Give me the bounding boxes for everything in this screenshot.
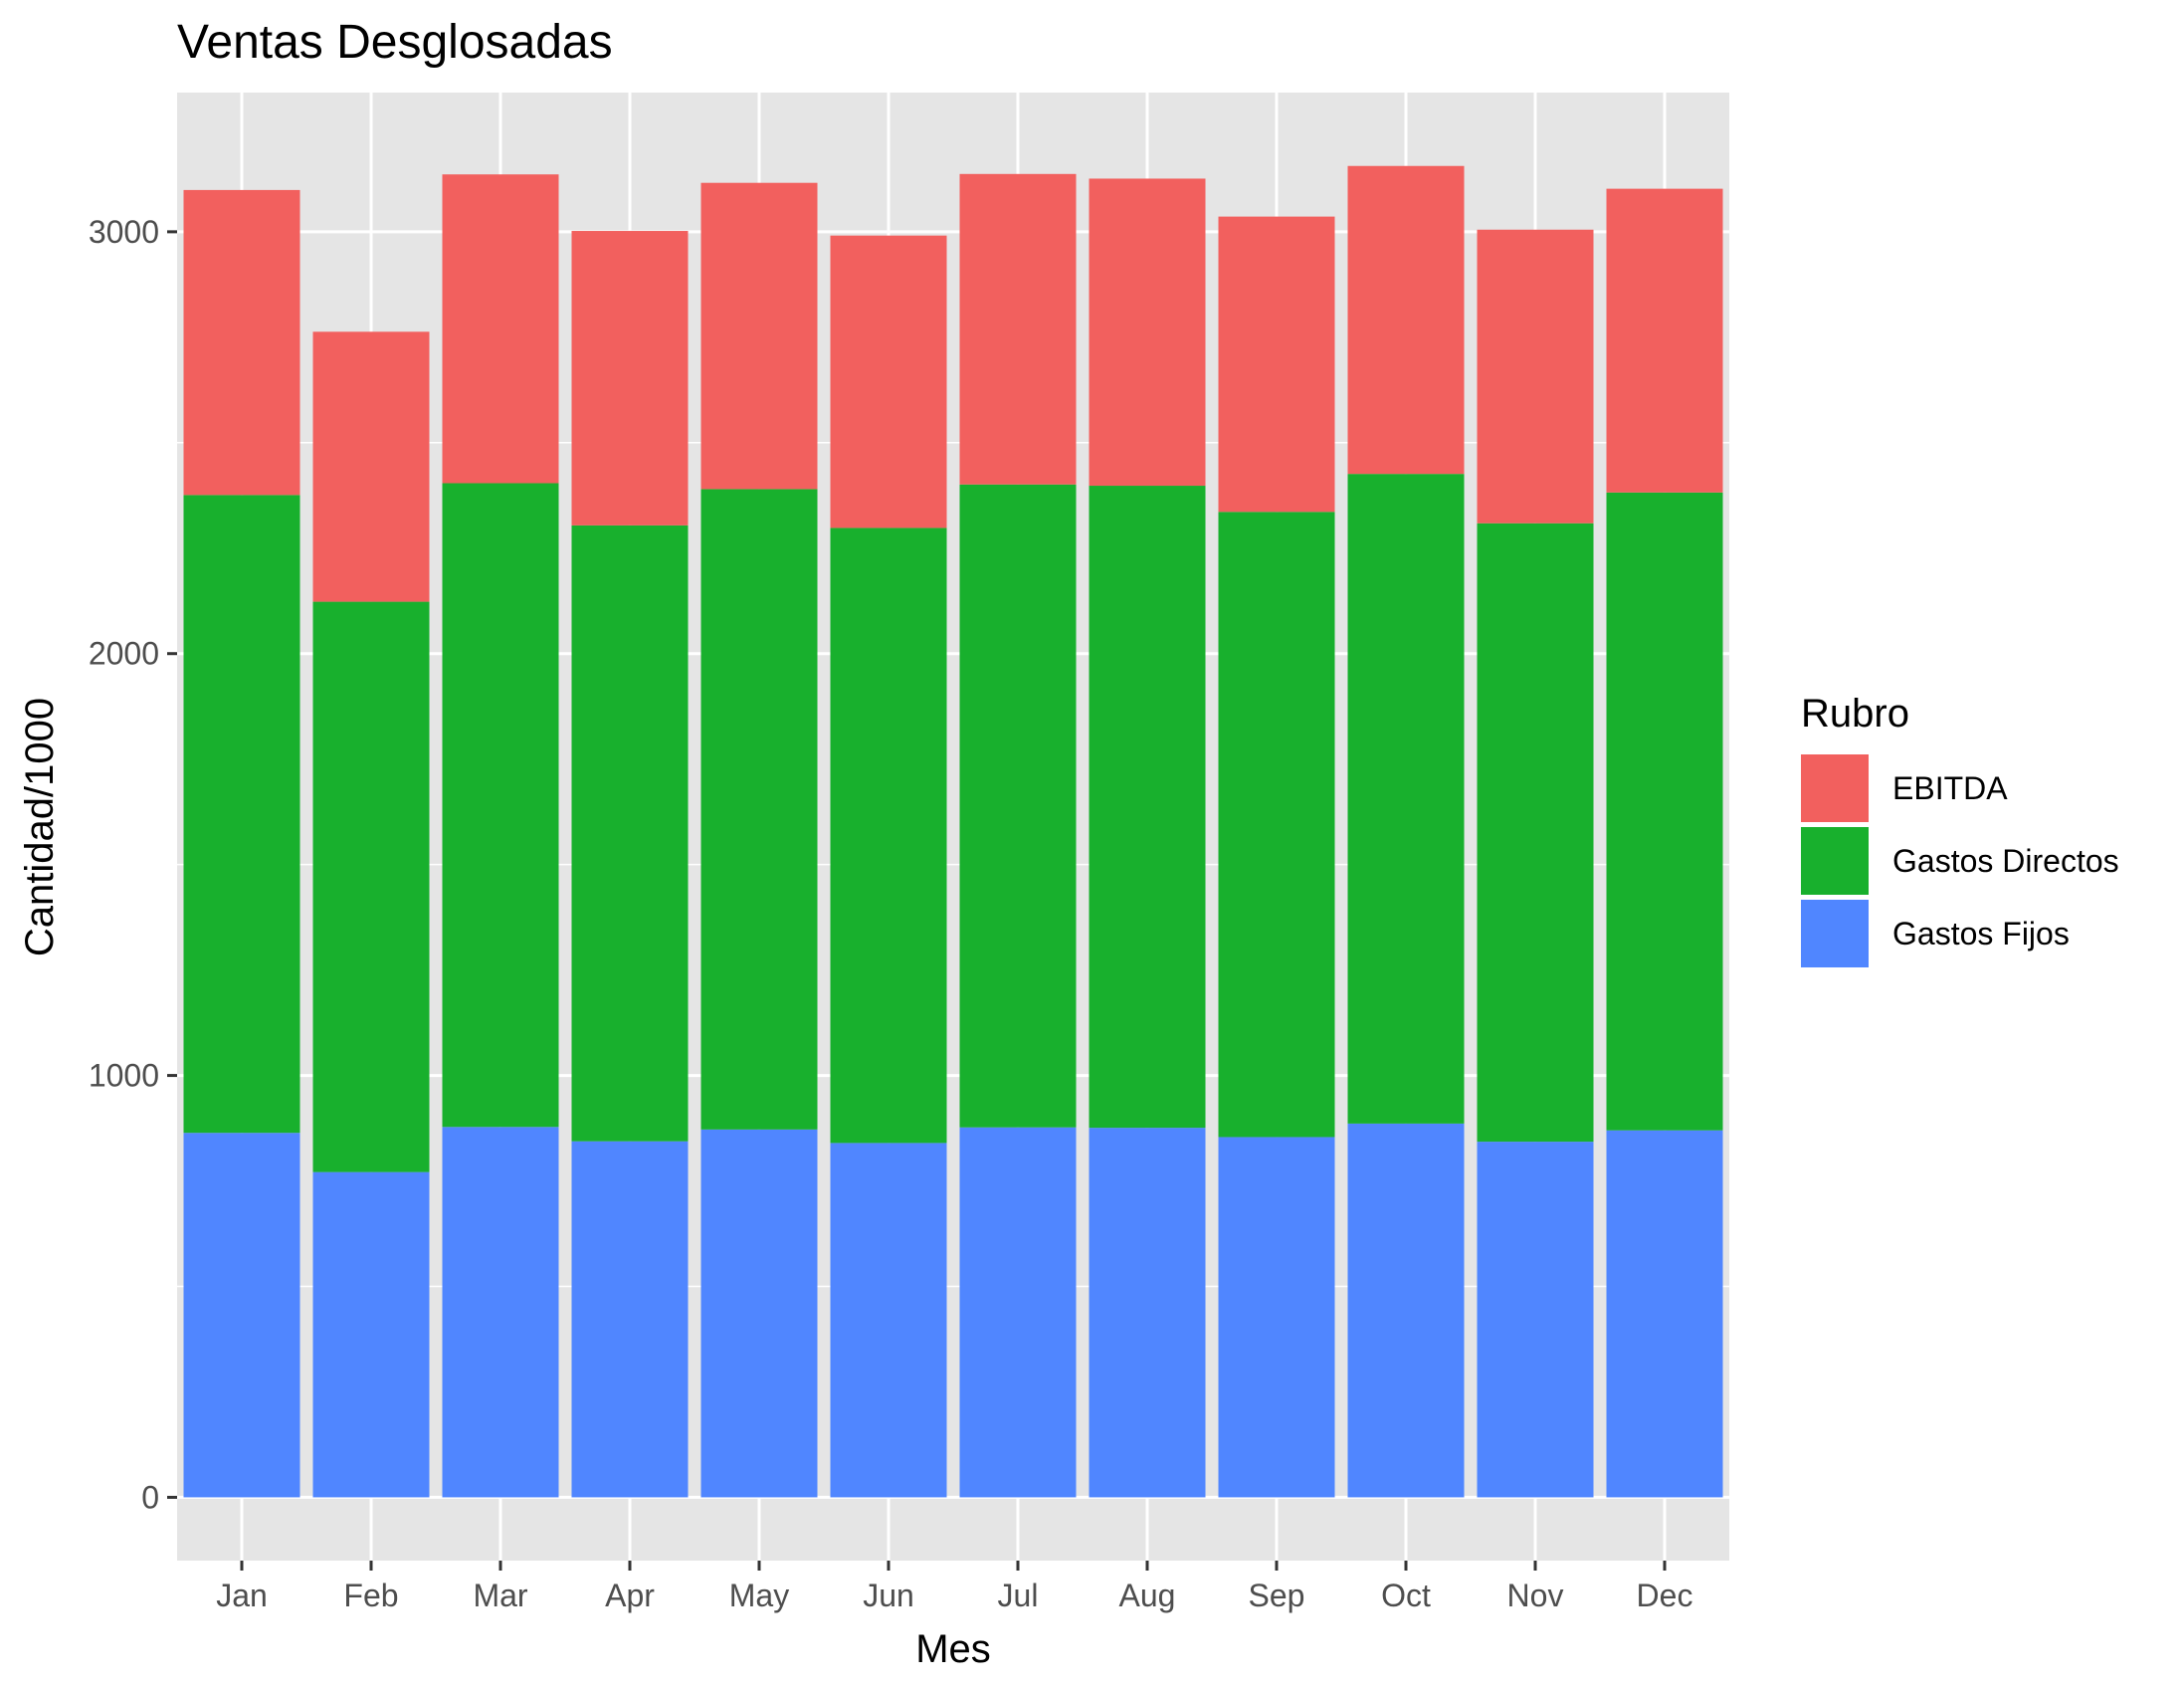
- bar-ebitda-dec: [1606, 188, 1723, 493]
- bar-gastos-fijos-apr: [571, 1141, 689, 1498]
- y-tick-label: 2000: [89, 636, 159, 672]
- y-tick-label: 3000: [89, 214, 159, 250]
- y-tick-label: 0: [141, 1479, 159, 1515]
- bar-gastos-directos-sep: [1218, 512, 1335, 1138]
- legend-key-gastos-directos: [1801, 827, 1869, 895]
- bar-gastos-fijos-jan: [183, 1133, 300, 1498]
- chart-title: Ventas Desglosadas: [177, 16, 613, 69]
- x-tick-label-may: May: [729, 1578, 789, 1613]
- bar-gastos-fijos-feb: [312, 1171, 430, 1498]
- x-tick-label-dec: Dec: [1637, 1578, 1693, 1613]
- x-axis: Jan Feb Mar Apr May Jun Jul Aug Sep Oct Nov Dec: [216, 1561, 1692, 1613]
- legend-key-ebitda: [1801, 754, 1869, 822]
- legend-label-gastos-directos: Gastos Directos: [1892, 843, 2119, 879]
- bar-gastos-directos-jul: [959, 484, 1077, 1128]
- bar-ebitda-jan: [183, 189, 300, 496]
- x-tick-label-mar: Mar: [473, 1578, 527, 1613]
- x-axis-title: Mes: [915, 1627, 991, 1671]
- bar-gastos-fijos-jul: [959, 1127, 1077, 1498]
- bar-gastos-directos-mar: [442, 483, 559, 1128]
- x-tick-label-jan: Jan: [216, 1578, 268, 1613]
- bar-ebitda-nov: [1477, 229, 1594, 524]
- legend: Rubro EBITDA Gastos Directos Gastos Fijos: [1801, 692, 2119, 967]
- x-tick-label-jul: Jul: [998, 1578, 1039, 1613]
- bar-ebitda-jun: [830, 235, 947, 528]
- bar-gastos-directos-may: [700, 489, 818, 1130]
- legend-key-gastos-fijos: [1801, 900, 1869, 967]
- bar-gastos-fijos-jun: [830, 1143, 947, 1498]
- grid-minor-lines: [177, 442, 1729, 1288]
- bar-gastos-fijos-may: [700, 1129, 818, 1498]
- bar-ebitda-mar: [442, 174, 559, 484]
- bar-gastos-directos-nov: [1477, 523, 1594, 1143]
- bar-gastos-fijos-dec: [1606, 1130, 1723, 1498]
- x-tick-label-jun: Jun: [863, 1578, 914, 1613]
- bar-ebitda-aug: [1089, 178, 1206, 487]
- bar-ebitda-may: [700, 182, 818, 490]
- y-tick-label: 1000: [89, 1058, 159, 1094]
- bar-gastos-directos-apr: [571, 525, 689, 1142]
- x-tick-label-apr: Apr: [605, 1578, 655, 1613]
- legend-label-ebitda: EBITDA: [1892, 770, 2008, 806]
- bar-ebitda-oct: [1347, 165, 1465, 475]
- bar-gastos-fijos-aug: [1089, 1128, 1206, 1498]
- x-tick-label-nov: Nov: [1507, 1578, 1564, 1613]
- x-tick-label-aug: Aug: [1119, 1578, 1176, 1613]
- legend-label-gastos-fijos: Gastos Fijos: [1892, 916, 2070, 951]
- bar-gastos-directos-feb: [312, 601, 430, 1172]
- x-tick-label-oct: Oct: [1381, 1578, 1431, 1613]
- bar-ebitda-apr: [571, 231, 689, 526]
- bar-gastos-directos-aug: [1089, 486, 1206, 1129]
- bar-ebitda-jul: [959, 173, 1077, 485]
- bar-gastos-fijos-sep: [1218, 1137, 1335, 1498]
- x-tick-label-sep: Sep: [1249, 1578, 1305, 1613]
- bar-gastos-directos-jun: [830, 528, 947, 1144]
- legend-title: Rubro: [1801, 692, 1909, 736]
- plot-panel: [177, 93, 1729, 1561]
- y-axis: 0 1000 2000 3000: [89, 214, 177, 1515]
- bar-gastos-fijos-nov: [1477, 1142, 1594, 1498]
- bar-gastos-fijos-mar: [442, 1127, 559, 1498]
- x-tick-label-feb: Feb: [343, 1578, 398, 1613]
- bar-gastos-directos-oct: [1347, 474, 1465, 1124]
- bar-ebitda-sep: [1218, 216, 1335, 513]
- y-axis-title: Cantidad/1000: [18, 698, 62, 956]
- bar-ebitda-feb: [312, 331, 430, 602]
- bar-gastos-fijos-oct: [1347, 1123, 1465, 1498]
- bar-gastos-directos-dec: [1606, 492, 1723, 1131]
- bar-gastos-directos-jan: [183, 495, 300, 1134]
- bars-layer: [183, 165, 1723, 1498]
